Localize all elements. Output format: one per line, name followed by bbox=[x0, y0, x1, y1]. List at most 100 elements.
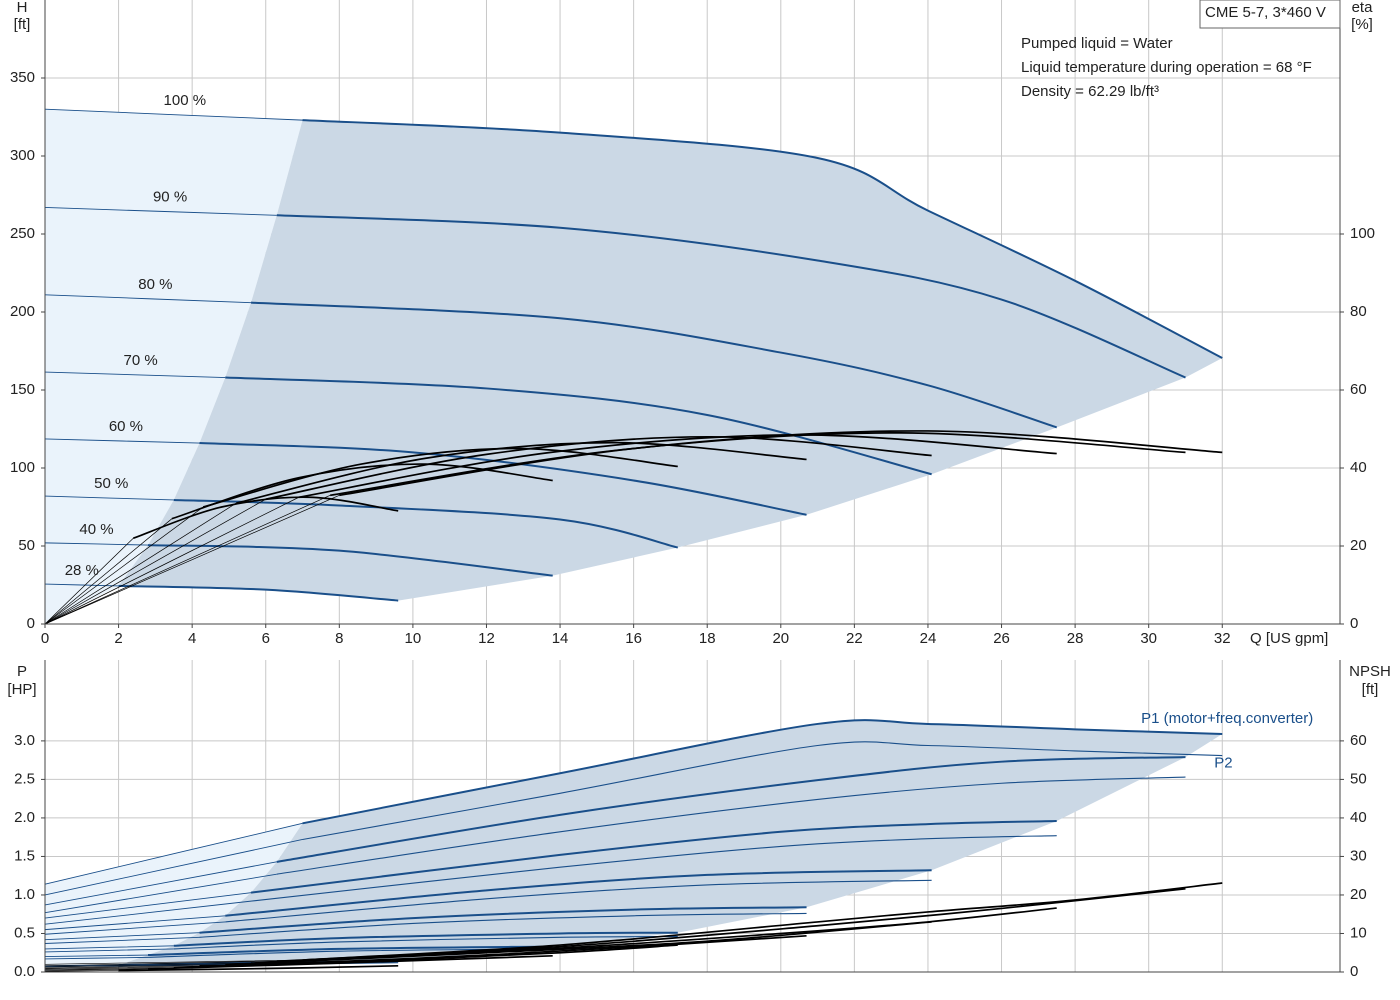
y-tick-label: 350 bbox=[10, 69, 35, 86]
curve-extension bbox=[44, 583, 119, 587]
y-tick-label: 3.0 bbox=[14, 732, 35, 749]
y2-axis-label: [%] bbox=[1351, 16, 1373, 33]
curve-extension bbox=[44, 108, 303, 121]
x-tick-label: 12 bbox=[478, 630, 495, 647]
x-axis-label: Q [US gpm] bbox=[1250, 630, 1328, 647]
x-tick-label: 8 bbox=[335, 630, 343, 647]
curve bbox=[225, 921, 932, 966]
curve bbox=[147, 544, 553, 577]
curve-label: P2 bbox=[1214, 754, 1232, 771]
y2-tick-label: 30 bbox=[1350, 847, 1367, 864]
curve bbox=[302, 741, 1223, 841]
x-tick-label: 26 bbox=[993, 630, 1010, 647]
y2-tick-label: 20 bbox=[1350, 537, 1367, 554]
curve-label: 50 % bbox=[94, 475, 128, 492]
y-tick-label: 1.5 bbox=[14, 847, 35, 864]
curve-extension bbox=[44, 965, 200, 970]
y-tick-label: 0.5 bbox=[14, 924, 35, 941]
y-axis-label: H bbox=[17, 0, 28, 16]
curve-label: 40 % bbox=[79, 521, 113, 538]
curve-extension bbox=[44, 494, 331, 625]
y-tick-label: 0.0 bbox=[14, 963, 35, 980]
y-axis-label: [ft] bbox=[14, 16, 31, 33]
x-tick-label: 6 bbox=[262, 630, 270, 647]
curve bbox=[199, 906, 807, 934]
y-tick-label: 2.0 bbox=[14, 809, 35, 826]
annotation: Pumped liquid = Water bbox=[1021, 35, 1173, 52]
x-tick-label: 30 bbox=[1140, 630, 1157, 647]
x-tick-label: 22 bbox=[846, 630, 863, 647]
x-tick-label: 2 bbox=[114, 630, 122, 647]
curve bbox=[225, 869, 932, 917]
curve bbox=[225, 879, 932, 923]
curve-extension bbox=[44, 861, 277, 906]
curve-extension bbox=[44, 948, 174, 953]
curve bbox=[302, 719, 1223, 825]
y2-tick-label: 80 bbox=[1350, 303, 1367, 320]
y2-tick-label: 60 bbox=[1350, 381, 1367, 398]
curve-extension bbox=[44, 892, 252, 919]
curve-label: P1 (motor+freq.converter) bbox=[1141, 710, 1313, 727]
curve bbox=[250, 835, 1057, 902]
y2-tick-label: 50 bbox=[1350, 770, 1367, 787]
y2-tick-label: 40 bbox=[1350, 459, 1367, 476]
y2-tick-label: 0 bbox=[1350, 615, 1358, 632]
curve bbox=[199, 934, 807, 968]
curve-extension bbox=[44, 438, 200, 444]
curve-label: 28 % bbox=[65, 562, 99, 579]
curve-extension bbox=[44, 900, 252, 925]
curve-extension bbox=[44, 956, 149, 960]
y-tick-label: 1.0 bbox=[14, 886, 35, 903]
curve bbox=[202, 447, 678, 508]
curve-extension bbox=[44, 495, 174, 501]
x-tick-label: 14 bbox=[552, 630, 569, 647]
chart-title: CME 5-7, 3*460 V bbox=[1205, 4, 1326, 21]
x-tick-label: 32 bbox=[1214, 630, 1231, 647]
curve bbox=[236, 441, 807, 504]
operating-area bbox=[118, 120, 1223, 601]
curve-label: 80 % bbox=[138, 276, 172, 293]
curve bbox=[118, 584, 399, 602]
curve bbox=[276, 756, 1186, 863]
curve-label: 60 % bbox=[109, 418, 143, 435]
y-tick-label: 200 bbox=[10, 303, 35, 320]
curve bbox=[225, 376, 932, 476]
y-tick-label: 2.5 bbox=[14, 770, 35, 787]
curve-label: 100 % bbox=[164, 92, 207, 109]
curve bbox=[133, 496, 399, 540]
curve bbox=[276, 214, 1186, 379]
y-axis-label: P bbox=[17, 663, 27, 680]
y-tick-label: 0 bbox=[27, 615, 35, 632]
y2-tick-label: 20 bbox=[1350, 886, 1367, 903]
curve bbox=[276, 776, 1186, 875]
curve-extension bbox=[44, 294, 252, 304]
curve-extension bbox=[44, 371, 226, 378]
x-tick-label: 28 bbox=[1067, 630, 1084, 647]
curve-extension bbox=[44, 936, 200, 944]
curve-extension bbox=[44, 945, 174, 950]
title-box bbox=[1199, 0, 1341, 29]
curve-extension bbox=[44, 822, 303, 885]
x-tick-label: 16 bbox=[625, 630, 642, 647]
curve-extension bbox=[44, 498, 266, 625]
curve-extension bbox=[44, 970, 119, 972]
y-tick-label: 250 bbox=[10, 225, 35, 242]
curve-label: 70 % bbox=[124, 352, 158, 369]
y-tick-label: 150 bbox=[10, 381, 35, 398]
curve bbox=[298, 433, 1057, 499]
y-axis-label: [HP] bbox=[7, 681, 36, 698]
x-tick-label: 18 bbox=[699, 630, 716, 647]
curve bbox=[276, 887, 1186, 963]
y2-axis-label: eta bbox=[1352, 0, 1374, 16]
y2-axis-label: [ft] bbox=[1362, 681, 1379, 698]
curve-extension bbox=[44, 964, 226, 969]
curve bbox=[171, 463, 553, 520]
x-tick-label: 0 bbox=[41, 630, 49, 647]
curve-extension bbox=[44, 207, 277, 216]
y-tick-label: 300 bbox=[10, 147, 35, 164]
x-tick-label: 4 bbox=[188, 630, 196, 647]
y2-tick-label: 0 bbox=[1350, 963, 1358, 980]
curve-extension bbox=[44, 496, 300, 625]
curve-extension bbox=[44, 921, 226, 935]
